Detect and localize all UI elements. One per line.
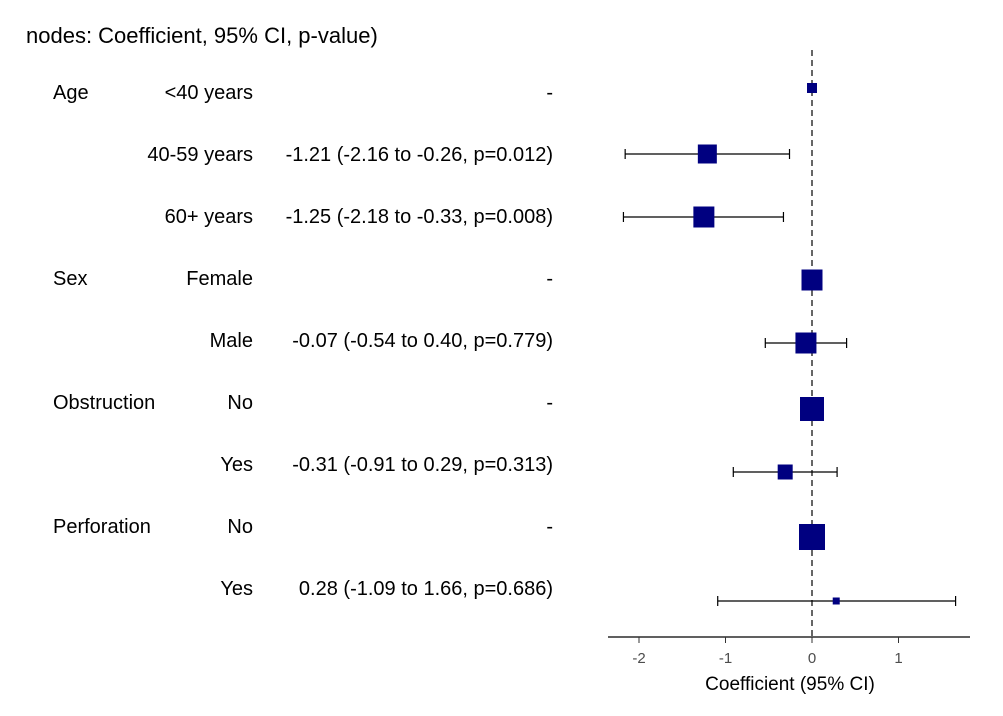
variable-label: Obstruction xyxy=(53,392,155,414)
level-label: Male xyxy=(210,330,253,352)
level-label: No xyxy=(227,392,253,414)
estimate-text: -0.31 (-0.91 to 0.29, p=0.313) xyxy=(292,454,553,476)
variable-label: Sex xyxy=(53,268,87,290)
estimate-text: - xyxy=(546,82,553,104)
point-marker xyxy=(777,464,793,480)
estimate-text: -1.21 (-2.16 to -0.26, p=0.012) xyxy=(286,144,553,166)
row-labels: Age <40 years - 40-59 years -1.21 (-2.16 to … xyxy=(53,82,553,600)
variable-label: Age xyxy=(53,82,89,104)
point-marker xyxy=(832,597,840,605)
point-marker xyxy=(693,206,715,228)
x-tick-label: -1 xyxy=(719,650,732,667)
chart-title: nodes: Coefficient, 95% CI, p-value) xyxy=(26,23,378,48)
x-tick-label: -2 xyxy=(632,650,645,667)
point-marker xyxy=(800,397,824,421)
estimate-text: - xyxy=(546,516,553,538)
x-tick-label: 1 xyxy=(894,650,902,667)
estimate-text: 0.28 (-1.09 to 1.66, p=0.686) xyxy=(299,578,553,600)
level-label: <40 years xyxy=(165,82,253,104)
point-marker xyxy=(799,524,825,550)
point-marker xyxy=(795,332,817,354)
level-label: No xyxy=(227,516,253,538)
estimate-text: -1.25 (-2.18 to -0.33, p=0.008) xyxy=(286,206,553,228)
level-label: Yes xyxy=(220,578,253,600)
estimate-text: - xyxy=(546,268,553,290)
plot-area: -2 -1 0 1 xyxy=(608,50,970,667)
variable-label: Perforation xyxy=(53,516,151,538)
x-tick-label: 0 xyxy=(808,650,816,667)
point-marker xyxy=(697,144,717,164)
level-label: Female xyxy=(186,268,253,290)
estimate-text: -0.07 (-0.54 to 0.40, p=0.779) xyxy=(292,330,553,352)
point-marker xyxy=(801,269,823,291)
estimate-text: - xyxy=(546,392,553,414)
level-label: 60+ years xyxy=(165,206,253,228)
level-label: 40-59 years xyxy=(147,144,253,166)
x-axis-label: Coefficient (95% CI) xyxy=(705,674,875,695)
level-label: Yes xyxy=(220,454,253,476)
point-marker xyxy=(807,83,817,93)
